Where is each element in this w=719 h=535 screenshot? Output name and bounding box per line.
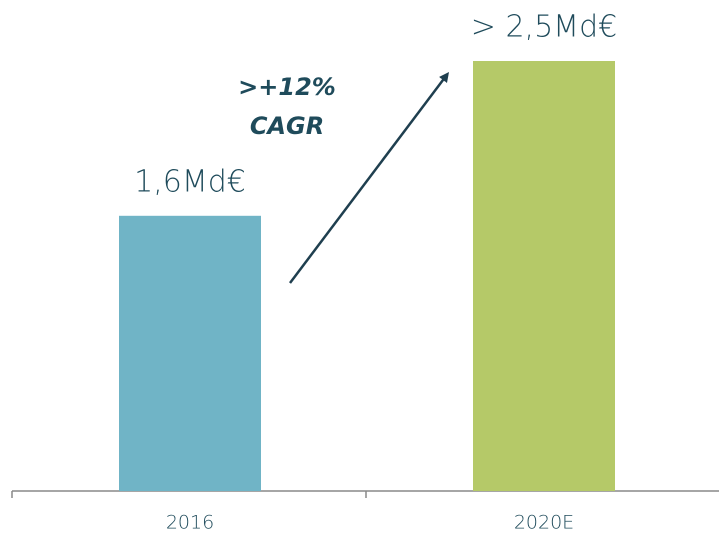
value-label: > 2,5Md€ [471,10,617,45]
annotation: CAGR [250,112,324,140]
x-tick-label: 2016 [166,512,214,534]
bar [119,215,261,492]
x-tick-label: 2020E [514,512,574,534]
bar [473,61,615,491]
growth-arrow [289,72,450,284]
annotation: >+12% [238,73,336,101]
value-label: 1,6Md€ [134,164,246,199]
